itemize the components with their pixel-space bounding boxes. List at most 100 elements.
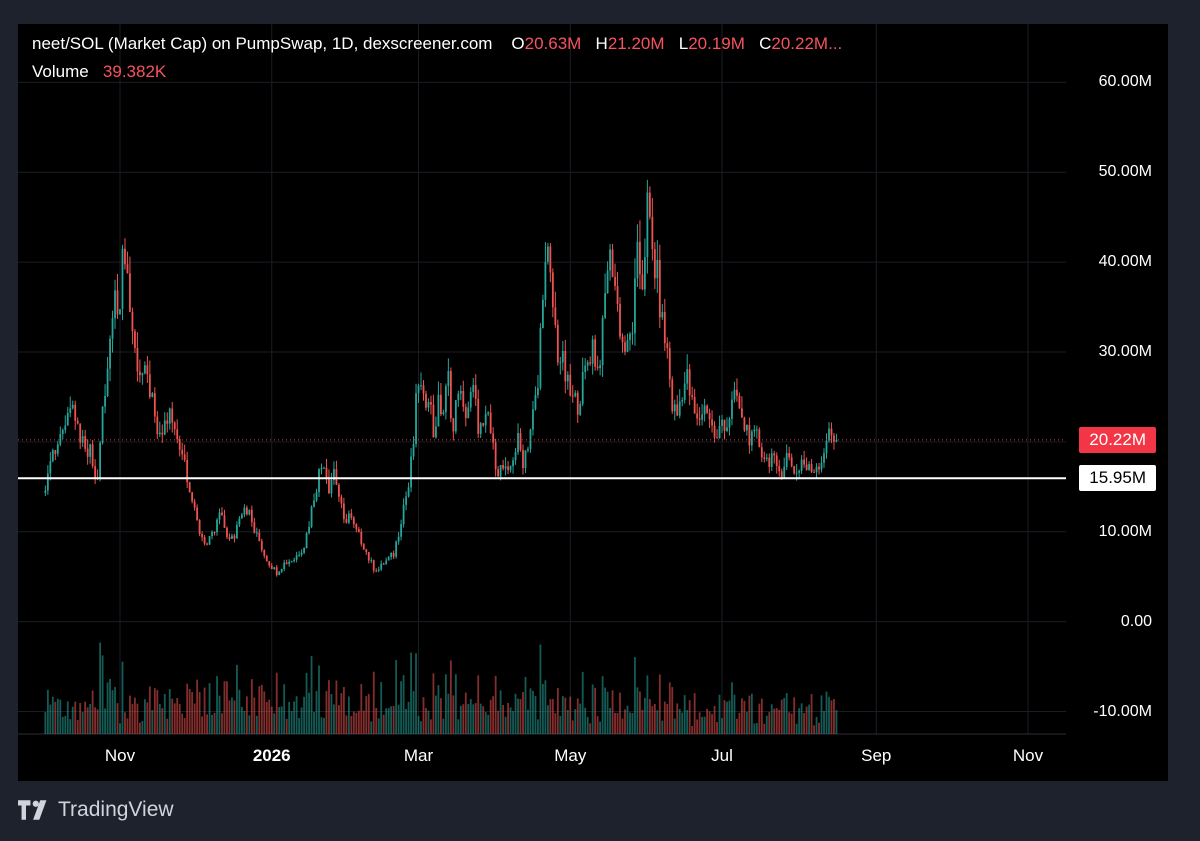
open-value: 20.63M <box>524 34 582 53</box>
candle-body <box>549 246 552 273</box>
candle-body <box>213 531 216 533</box>
candle-body <box>163 420 166 435</box>
volume-bar <box>721 718 723 734</box>
volume-bar <box>504 716 507 734</box>
chart-panel[interactable]: neet/SOL (Market Cap) on PumpSwap, 1D, d… <box>18 24 1168 781</box>
candle-body <box>66 412 69 426</box>
volume-bar <box>66 701 69 734</box>
volume-bar <box>629 712 631 734</box>
candle-body <box>736 389 738 396</box>
candle-body <box>124 248 126 265</box>
volume-bar <box>514 693 517 734</box>
volume-bar <box>305 672 308 734</box>
candlestick-chart[interactable] <box>18 24 1168 781</box>
candle-body <box>663 312 666 344</box>
candle-body <box>482 423 485 426</box>
candle-body <box>206 543 208 545</box>
volume-bar <box>44 712 47 734</box>
volume-bar <box>278 707 281 734</box>
volume-bar <box>153 688 156 734</box>
candle-body <box>367 552 370 561</box>
candle-body <box>377 569 380 571</box>
candle-body <box>392 553 395 557</box>
volume-bar <box>201 716 203 734</box>
candle-body <box>835 439 838 442</box>
volume-bar <box>218 695 221 734</box>
candle-body <box>188 482 191 493</box>
candle-body <box>178 439 181 450</box>
volume-bar <box>574 709 577 734</box>
brand-name: TradingView <box>58 798 174 821</box>
volume-bar <box>81 712 84 734</box>
candle-body <box>129 273 131 312</box>
candle-body <box>295 555 298 560</box>
candle-body <box>71 404 74 409</box>
volume-bar <box>253 697 256 734</box>
candle-body <box>143 365 146 374</box>
volume-bar <box>270 706 273 734</box>
volume-bar <box>581 671 584 734</box>
candle-body <box>566 374 569 382</box>
volume-bar <box>738 712 741 734</box>
candle-body <box>268 561 271 566</box>
candle-body <box>340 496 343 504</box>
volume-bar <box>780 699 783 734</box>
low-value: 20.19M <box>688 34 745 53</box>
volume-bar <box>467 703 470 734</box>
candle-body <box>609 249 611 271</box>
volume-bar <box>203 687 206 734</box>
volume-bar <box>571 720 574 734</box>
volume-bar <box>606 691 609 734</box>
volume-bar <box>795 723 798 734</box>
candle-body <box>726 427 728 431</box>
candle-body <box>805 464 808 470</box>
volume-bar <box>111 690 114 734</box>
candle-body <box>656 259 659 279</box>
candle-body <box>658 259 661 318</box>
candle-body <box>196 507 199 521</box>
candle-body <box>171 408 174 423</box>
candle-body <box>435 426 437 438</box>
volume-bar <box>497 710 500 734</box>
volume-bar <box>231 697 233 734</box>
volume-bar <box>221 713 223 734</box>
candle-body <box>303 548 305 553</box>
horizontal-level-label[interactable]: 15.95M <box>1079 465 1156 492</box>
volume-bar <box>561 696 564 734</box>
candle-body <box>825 440 828 454</box>
candle-body <box>208 536 211 545</box>
candle-body <box>400 524 403 537</box>
candle-body <box>706 405 708 413</box>
volume-bar <box>400 681 403 734</box>
volume-bar <box>298 717 301 734</box>
candle-body <box>146 365 149 375</box>
candle-body <box>731 399 733 419</box>
volume-bar <box>86 707 89 734</box>
volume-bar <box>59 699 62 734</box>
volume-bar <box>168 689 171 734</box>
volume-bar <box>828 696 830 734</box>
candle-body <box>758 429 761 448</box>
tradingview-brand[interactable]: TradingView <box>18 798 174 822</box>
volume-bar <box>148 686 151 734</box>
candle-body <box>815 466 818 473</box>
candle-body <box>355 524 358 530</box>
volume-bar <box>512 710 514 734</box>
candle-body <box>651 216 654 250</box>
candle-body <box>522 449 524 469</box>
candle-body <box>293 559 296 562</box>
volume-bar <box>365 696 368 734</box>
candle-body <box>666 343 669 348</box>
candle-body <box>624 342 626 352</box>
candle-body <box>492 433 495 443</box>
candle-body <box>109 338 111 369</box>
candle-body <box>427 401 430 408</box>
candle-body <box>509 466 512 471</box>
volume-bar <box>750 693 753 734</box>
price-lines <box>18 439 1066 480</box>
candle-body <box>556 324 559 363</box>
candle-body <box>507 466 509 471</box>
volume-bar <box>519 699 522 734</box>
volume-bar <box>494 675 497 734</box>
